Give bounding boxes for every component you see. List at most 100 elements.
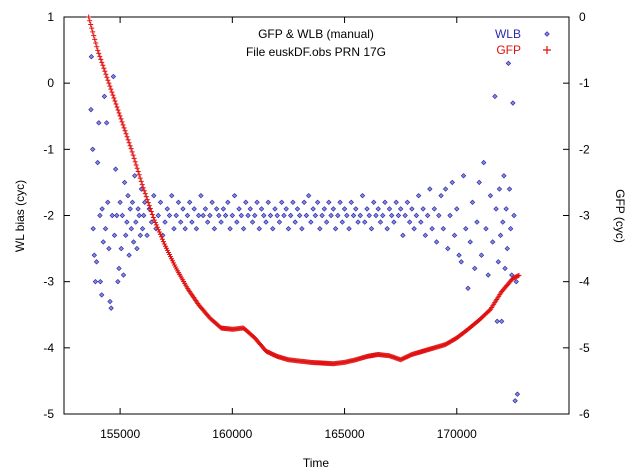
wlb-point bbox=[272, 206, 278, 212]
gfp-point bbox=[121, 125, 127, 131]
wlb-point bbox=[139, 226, 146, 232]
gfp-point bbox=[93, 40, 99, 46]
wlb-point bbox=[514, 391, 521, 397]
gfp-point bbox=[110, 92, 116, 98]
wlb-point bbox=[366, 212, 372, 219]
wlb-point bbox=[173, 212, 179, 219]
wlb-point bbox=[395, 212, 402, 219]
wlb-point bbox=[234, 219, 240, 225]
wlb-point bbox=[103, 120, 110, 126]
wlb-point bbox=[96, 120, 102, 126]
wlb-point bbox=[456, 252, 462, 258]
wlb-point bbox=[511, 212, 517, 219]
wlb-point bbox=[326, 199, 332, 205]
wlb-point bbox=[494, 318, 500, 325]
gfp-point bbox=[87, 18, 93, 24]
wlb-point bbox=[110, 73, 117, 80]
wlb-point bbox=[144, 232, 150, 239]
gfp-point bbox=[98, 56, 104, 62]
gfp-point bbox=[89, 25, 95, 31]
y-tick-label-left: -2 bbox=[43, 209, 54, 223]
gfp-point bbox=[153, 222, 159, 228]
gfp-point bbox=[113, 101, 119, 107]
gfp-point bbox=[136, 172, 142, 178]
wlb-point bbox=[169, 192, 175, 199]
y-tick-label-left: -5 bbox=[43, 407, 54, 421]
wlb-point bbox=[377, 219, 384, 225]
gfp-point bbox=[158, 234, 164, 240]
wlb-point bbox=[344, 212, 350, 219]
wlb-point bbox=[209, 199, 215, 205]
wlb-point bbox=[279, 199, 285, 205]
legend-wlb-diamond bbox=[544, 31, 550, 37]
wlb-point bbox=[108, 305, 114, 311]
y-axis-label-right: GFP (cyc) bbox=[613, 189, 627, 243]
gfp-point bbox=[161, 241, 167, 247]
wlb-point bbox=[91, 252, 97, 258]
wlb-point bbox=[386, 206, 393, 212]
y-tick-label-left: -3 bbox=[43, 275, 54, 289]
wlb-point bbox=[166, 212, 173, 219]
wlb-point bbox=[506, 186, 513, 192]
wlb-point bbox=[465, 285, 471, 291]
wlb-point bbox=[501, 173, 507, 179]
wlb-point bbox=[355, 219, 361, 225]
wlb-point bbox=[359, 192, 366, 199]
wlb-point bbox=[245, 212, 251, 219]
wlb-point bbox=[440, 226, 447, 232]
wlb-point bbox=[463, 226, 469, 232]
wlb-point bbox=[404, 199, 411, 205]
wlb-point bbox=[296, 212, 303, 219]
wlb-point bbox=[312, 212, 319, 219]
wlb-point bbox=[483, 226, 489, 232]
wlb-point bbox=[99, 206, 105, 212]
wlb-point bbox=[481, 159, 487, 166]
y-axis-label-left: WL bias (cyc) bbox=[13, 180, 27, 252]
gfp-point bbox=[151, 217, 157, 223]
gfp-point bbox=[106, 80, 112, 86]
wlb-point bbox=[341, 206, 348, 212]
gfp-point bbox=[145, 200, 151, 206]
wlb-point bbox=[100, 239, 106, 245]
gfp-point bbox=[144, 197, 150, 203]
gfp-point bbox=[150, 214, 156, 220]
wlb-point bbox=[116, 265, 122, 272]
wlb-point bbox=[105, 199, 111, 205]
legend-marker-wlb bbox=[544, 31, 550, 37]
wlb-point bbox=[467, 239, 473, 245]
wlb-point bbox=[263, 219, 269, 225]
wlb-point bbox=[292, 219, 298, 225]
gfp-point bbox=[154, 224, 160, 230]
wlb-point bbox=[151, 192, 157, 199]
wlb-point bbox=[305, 192, 312, 199]
wlb-point bbox=[415, 192, 422, 199]
gfp-point bbox=[159, 236, 165, 242]
y-tick-label-right: -2 bbox=[579, 142, 590, 156]
wlb-point bbox=[504, 245, 510, 252]
wlb-point bbox=[478, 252, 485, 258]
wlb-point bbox=[186, 199, 193, 205]
gfp-point bbox=[94, 44, 100, 50]
gfp-point bbox=[95, 47, 101, 53]
wlb-point bbox=[299, 226, 305, 232]
wlb-point bbox=[191, 206, 197, 212]
y-tick-label-right: 0 bbox=[579, 10, 586, 24]
gfp-point bbox=[130, 152, 136, 158]
gfp-point bbox=[116, 110, 122, 116]
wlb-point bbox=[123, 232, 129, 239]
wlb-point bbox=[88, 106, 94, 113]
wlb-point bbox=[391, 219, 397, 225]
wlb-point bbox=[256, 226, 262, 232]
wlb-point bbox=[270, 226, 276, 232]
wlb-point bbox=[447, 212, 453, 219]
wlb-point bbox=[497, 232, 504, 239]
wlb-point bbox=[413, 212, 420, 219]
gfp-point bbox=[134, 165, 140, 171]
wlb-point bbox=[121, 179, 128, 186]
wlb-point bbox=[321, 206, 328, 212]
x-tick-label: 170000 bbox=[437, 427, 477, 441]
wlb-point bbox=[330, 206, 337, 212]
gfp-point bbox=[96, 50, 102, 56]
axis-ticks: 155000 160000 165000 170000 1 0 -1 -2 -3 -4 -5 0 -1 -… bbox=[43, 10, 590, 441]
wlb-point bbox=[287, 212, 294, 219]
